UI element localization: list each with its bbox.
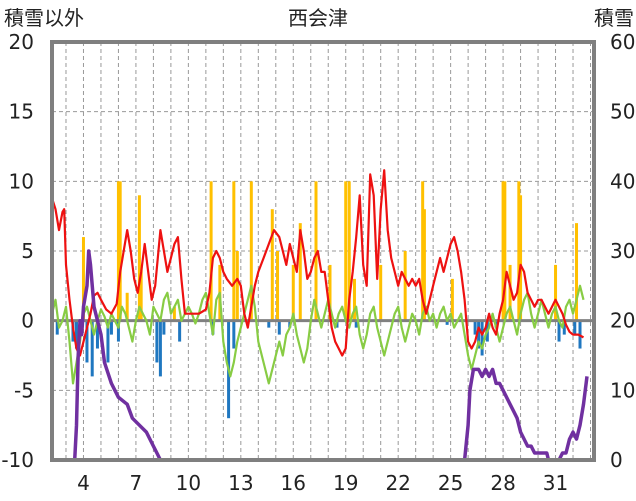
sunshine-bar xyxy=(344,181,348,321)
y-tick-left: 15 xyxy=(9,100,34,124)
precipitation-bar xyxy=(158,320,162,377)
precipitation-bar xyxy=(573,320,577,335)
sunshine-bar xyxy=(503,181,507,321)
sunshine-bar xyxy=(403,251,407,321)
sunshine-bar xyxy=(81,237,85,321)
y-tick-left: -5 xyxy=(14,378,34,402)
precipitation-bar xyxy=(473,320,477,335)
x-tick: 19 xyxy=(333,471,358,495)
sunshine-bar xyxy=(291,264,295,321)
precipitation-bar xyxy=(162,320,166,335)
y-tick-right: 20 xyxy=(610,309,635,333)
precipitation-bar xyxy=(85,320,89,363)
sunshine-bar xyxy=(501,181,505,321)
series-temperature xyxy=(50,169,585,357)
sunshine-bar xyxy=(421,181,425,321)
y-tick-left: 0 xyxy=(21,309,34,333)
y-tick-right: 40 xyxy=(610,169,635,193)
precipitation-bar xyxy=(155,320,159,363)
tick-labels: -10 -5 0 5 10 15 20 0 10 20 30 40 50 60 4 7 10 13 16 19 22 25… xyxy=(1,30,635,495)
left-axis-label: 積雪以外 xyxy=(4,6,84,30)
y-tick-right: 10 xyxy=(610,378,635,402)
precipitation-bar xyxy=(557,320,561,342)
precipitation-bar xyxy=(109,320,113,335)
precipitation-bar xyxy=(55,320,59,335)
precipitation-bar xyxy=(480,320,484,356)
grid xyxy=(52,42,594,460)
sunshine-bar xyxy=(347,181,351,321)
chart-title: 西会津 xyxy=(288,6,348,30)
right-axis-label: 積雪 xyxy=(594,6,634,30)
x-tick: 10 xyxy=(176,471,201,495)
precipitation-bar xyxy=(232,320,236,349)
precipitation-bar xyxy=(477,320,481,349)
sunshine-bar xyxy=(450,278,454,321)
precipitation-bar xyxy=(74,320,78,349)
y-tick-right: 30 xyxy=(610,239,635,263)
sunshine-bar xyxy=(118,181,122,321)
y-tick-left: 10 xyxy=(9,169,34,193)
sunshine-bar xyxy=(575,223,579,321)
series-temp-diff xyxy=(50,284,585,385)
sunshine-bar xyxy=(328,264,332,321)
sunshine-bar xyxy=(298,223,302,321)
y-tick-right: 60 xyxy=(610,30,635,54)
sunshine-bar xyxy=(172,306,176,321)
x-tick: 13 xyxy=(228,471,253,495)
y-tick-left: -10 xyxy=(1,448,34,472)
y-tick-left: 20 xyxy=(9,30,34,54)
precipitation-bar xyxy=(562,320,566,335)
x-tick: 4 xyxy=(77,471,90,495)
plot-frame xyxy=(50,40,596,462)
x-tick: 28 xyxy=(490,471,515,495)
y-tick-right: 50 xyxy=(610,100,635,124)
precipitation-bar xyxy=(116,320,120,342)
precipitation-bar xyxy=(277,320,281,335)
sunshine-bar xyxy=(125,292,129,321)
x-tick: 16 xyxy=(281,471,306,495)
x-tick: 31 xyxy=(543,471,568,495)
sunshine-bar xyxy=(379,264,383,321)
precipitation-bar xyxy=(90,320,94,377)
y-tick-left: 5 xyxy=(21,239,34,263)
axes xyxy=(50,40,596,462)
sunshine-bar xyxy=(554,264,558,321)
y-tick-right: 0 xyxy=(610,448,623,472)
precipitation-bar xyxy=(106,320,110,363)
sunshine-bar xyxy=(235,251,239,321)
sunshine-bar xyxy=(517,181,521,321)
sunshine-bar xyxy=(249,181,253,321)
sunshine-bar xyxy=(139,264,143,321)
precipitation-bars xyxy=(55,320,582,419)
sunshine-bar xyxy=(209,181,213,321)
precipitation-bar xyxy=(354,320,358,328)
x-tick: 25 xyxy=(438,471,463,495)
precipitation-bar xyxy=(445,320,449,325)
sunshine-bar xyxy=(232,181,236,321)
sunshine-bar xyxy=(116,181,120,321)
series-lines xyxy=(50,169,594,462)
sunshine-bar xyxy=(137,195,141,321)
precipitation-bar xyxy=(95,320,99,349)
precipitation-bar xyxy=(178,320,182,342)
sunshine-bar xyxy=(352,278,356,321)
x-tick: 7 xyxy=(130,471,143,495)
sunshine-bar xyxy=(314,181,318,321)
sunshine-bar xyxy=(270,209,274,321)
sunshine-bar xyxy=(422,209,426,321)
x-tick: 22 xyxy=(385,471,410,495)
sunshine-bar xyxy=(519,195,523,321)
sunshine-bar xyxy=(276,251,280,321)
precipitation-bar xyxy=(267,320,271,328)
series-snow-depth xyxy=(52,249,589,462)
sunshine-bar xyxy=(508,264,512,321)
